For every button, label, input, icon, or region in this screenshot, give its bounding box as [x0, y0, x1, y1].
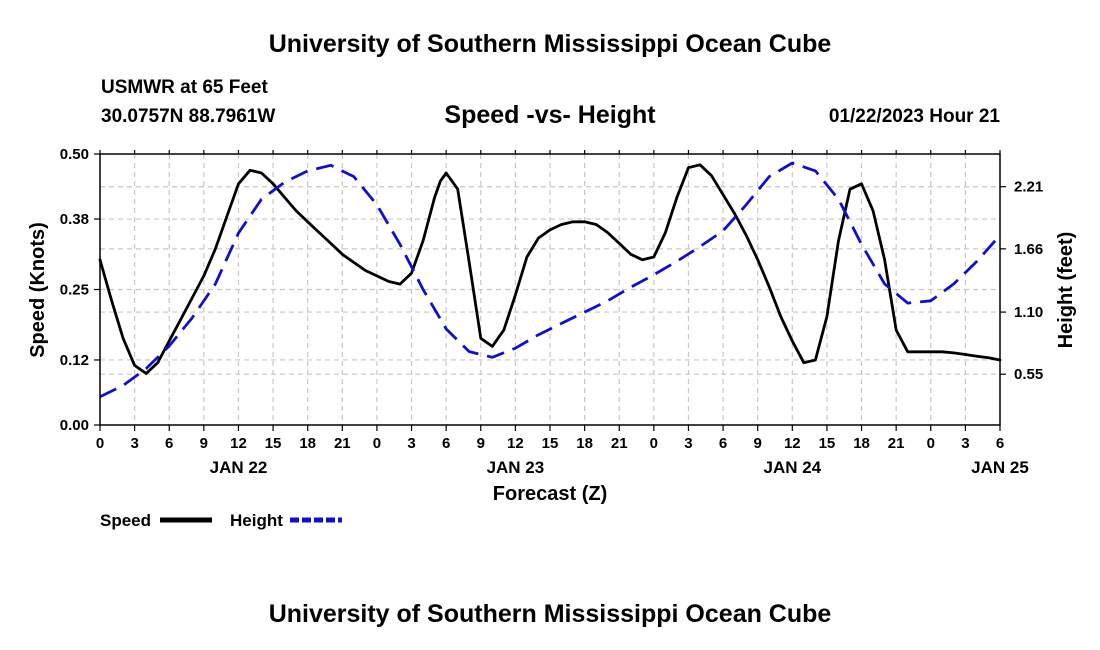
x-tick-label: 3: [130, 435, 138, 452]
x-tick-label: 3: [961, 435, 969, 452]
x-date-label: JAN 24: [763, 458, 821, 477]
x-tick-label: 6: [719, 435, 727, 452]
x-tick-label: 18: [853, 435, 870, 452]
x-tick-label: 15: [265, 435, 282, 452]
axes: 0 3 6 9 12 15 18 21 0 3 6 9 12 15 18 21 0 3 6 9 12 15 18 21 0 3 6 J…: [60, 146, 1043, 477]
x-tick-label: 18: [299, 435, 316, 452]
x-axis-title: Forecast (Z): [493, 483, 607, 505]
y-tick-label: 0.50: [60, 146, 89, 163]
x-tick-label: 9: [200, 435, 208, 452]
x-tick-label: 9: [754, 435, 762, 452]
y-tick-label: 0.00: [60, 417, 89, 434]
x-date-label: JAN 25: [971, 458, 1029, 477]
x-tick-label: 9: [477, 435, 485, 452]
footer-title: University of Southern Mississippi Ocean…: [268, 600, 832, 628]
x-tick-label: 12: [784, 435, 801, 452]
y-axis-title: Speed (Knots): [27, 222, 49, 358]
x-tick-label: 15: [542, 435, 559, 452]
chart-subtitle: Speed -vs- Height: [444, 101, 656, 129]
y2-tick-label: 0.55: [1014, 366, 1043, 383]
x-tick-label: 21: [888, 435, 905, 452]
x-date-label: JAN 22: [210, 458, 268, 477]
x-tick-label: 6: [165, 435, 173, 452]
series-line-height: [99, 161, 1002, 399]
y-tick-label: 0.12: [60, 352, 89, 369]
legend-label-height: Height: [230, 511, 283, 530]
x-tick-label: 0: [927, 435, 935, 452]
forecast-datetime: 01/22/2023 Hour 21: [828, 106, 1000, 127]
series-layer: [98, 161, 1002, 399]
x-tick-label: 6: [442, 435, 450, 452]
legend-label-speed: Speed: [100, 511, 151, 530]
station-coordinates: 30.0757N 88.7961W: [101, 106, 276, 127]
x-tick-label: 21: [611, 435, 628, 452]
series-line-speed: [98, 163, 1002, 375]
x-tick-label: 6: [996, 435, 1004, 452]
y2-tick-label: 2.21: [1014, 179, 1043, 196]
x-tick-label: 3: [684, 435, 692, 452]
chart-title: University of Southern Mississippi Ocean…: [268, 30, 832, 58]
legend: Speed Height: [100, 511, 342, 530]
x-tick-label: 0: [96, 435, 104, 452]
x-tick-label: 15: [819, 435, 836, 452]
x-tick-label: 12: [507, 435, 524, 452]
y-tick-label: 0.38: [60, 211, 89, 228]
x-tick-label: 21: [334, 435, 351, 452]
x-tick-label: 0: [650, 435, 658, 452]
grid: [100, 154, 1000, 425]
y2-axis-title: Height (feet): [1055, 232, 1077, 349]
y2-tick-label: 1.66: [1014, 241, 1043, 258]
x-tick-label: 3: [407, 435, 415, 452]
x-tick-label: 0: [373, 435, 381, 452]
x-date-label: JAN 23: [487, 458, 545, 477]
y-tick-label: 0.25: [60, 282, 89, 299]
x-tick-label: 12: [230, 435, 247, 452]
station-label: USMWR at 65 Feet: [101, 77, 268, 98]
x-tick-label: 18: [576, 435, 593, 452]
y2-tick-label: 1.10: [1014, 304, 1043, 321]
